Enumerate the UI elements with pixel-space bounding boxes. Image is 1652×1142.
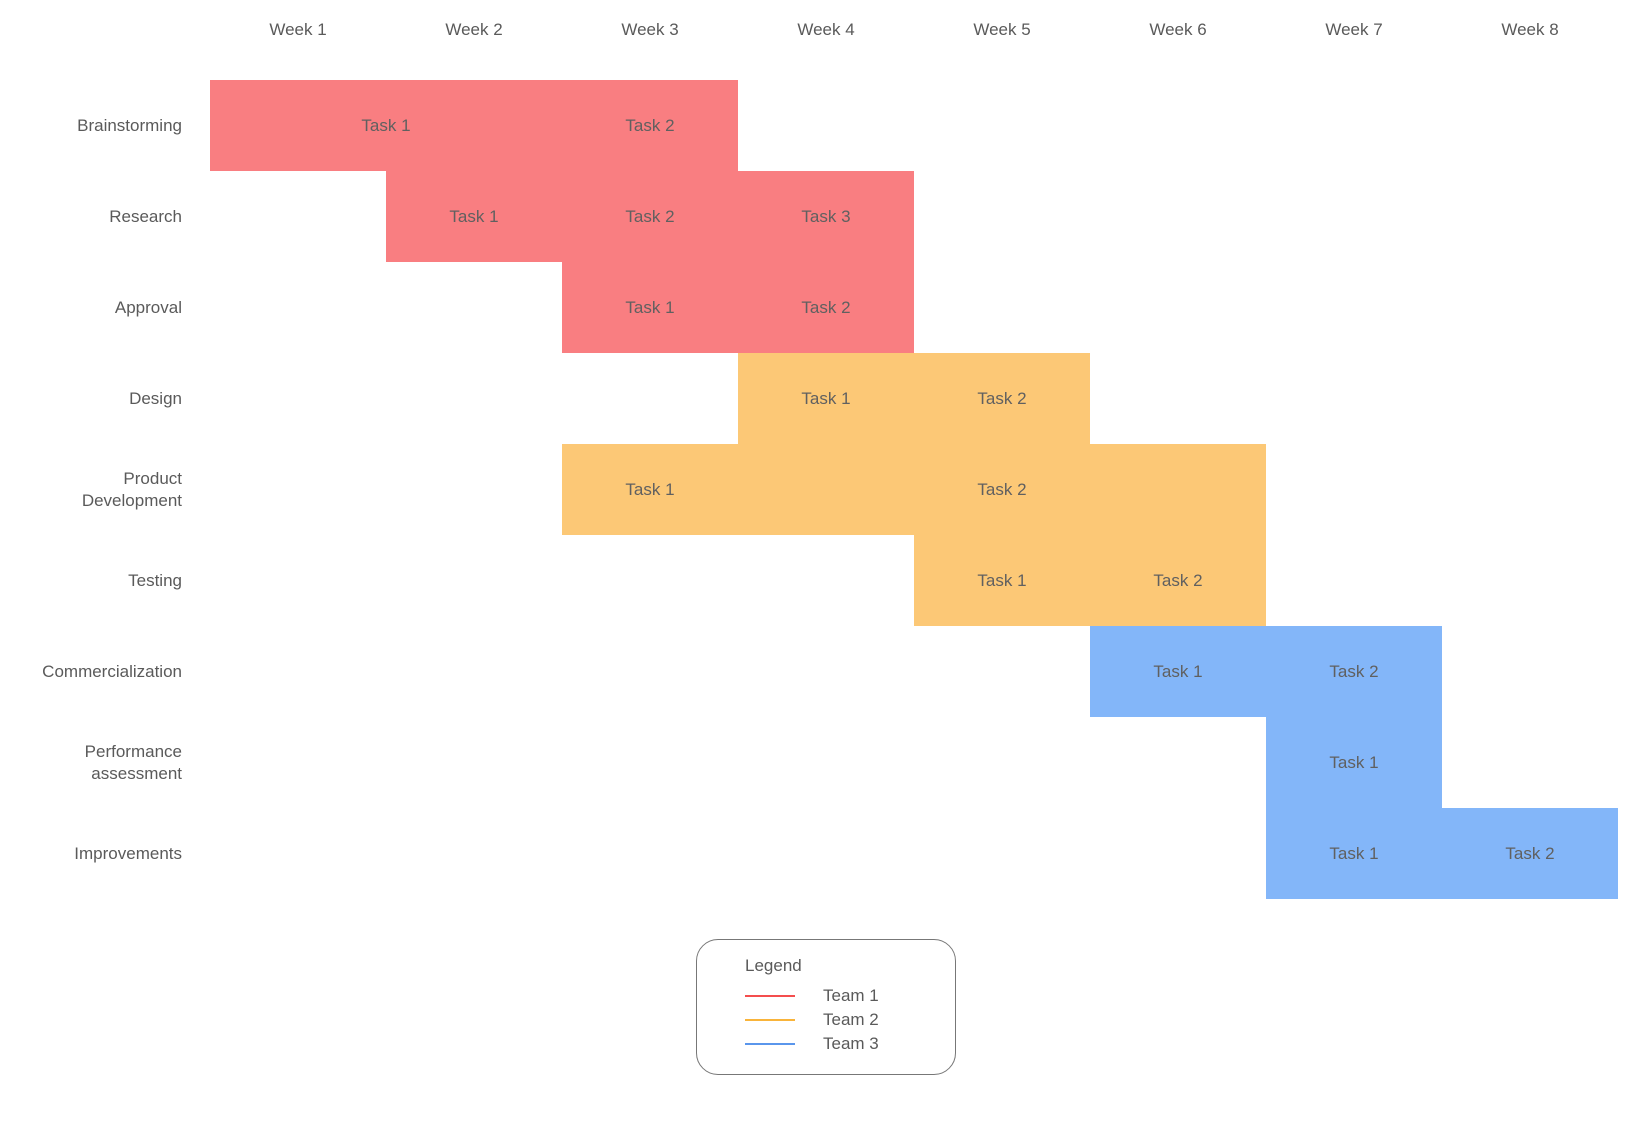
week-header: Week 4	[738, 20, 914, 40]
task-bar: Task 2	[738, 444, 1266, 535]
gantt-row: Performance assessment Task 1	[20, 717, 1632, 808]
row-track: Task 1Task 2	[210, 262, 1632, 353]
row-label: Improvements	[20, 843, 210, 864]
task-bar: Task 1	[386, 171, 562, 262]
gantt-row: CommercializationTask 1Task 2	[20, 626, 1632, 717]
row-track: Task 1Task 2Task 3	[210, 171, 1632, 262]
row-label: Brainstorming	[20, 115, 210, 136]
task-bar: Task 1	[738, 353, 914, 444]
week-header: Week 7	[1266, 20, 1442, 40]
row-track: Task 1Task 2	[210, 353, 1632, 444]
task-bar: Task 1	[1090, 626, 1266, 717]
task-bar: Task 1	[914, 535, 1090, 626]
task-bar: Task 3	[738, 171, 914, 262]
week-header: Week 5	[914, 20, 1090, 40]
gantt-rows: BrainstormingTask 1Task 2ResearchTask 1T…	[20, 80, 1632, 899]
task-bar: Task 1	[210, 80, 562, 171]
task-bar: Task 2	[1442, 808, 1618, 899]
week-header: Week 6	[1090, 20, 1266, 40]
legend-title: Legend	[745, 956, 931, 976]
gantt-row: ApprovalTask 1Task 2	[20, 262, 1632, 353]
gantt-row: ImprovementsTask 1Task 2	[20, 808, 1632, 899]
legend-item: Team 1	[721, 986, 931, 1006]
week-header: Week 2	[386, 20, 562, 40]
legend-line-icon	[745, 995, 795, 997]
task-bar: Task 2	[562, 171, 738, 262]
row-label: Commercialization	[20, 661, 210, 682]
gantt-row: Product DevelopmentTask 1Task 2	[20, 444, 1632, 535]
legend-item: Team 2	[721, 1010, 931, 1030]
gantt-row: TestingTask 1Task 2	[20, 535, 1632, 626]
task-bar: Task 1	[562, 262, 738, 353]
legend-label: Team 1	[823, 986, 879, 1006]
gantt-row: DesignTask 1Task 2	[20, 353, 1632, 444]
row-track: Task 1Task 2	[210, 444, 1632, 535]
row-label: Performance assessment	[20, 741, 210, 784]
gantt-chart: Week 1Week 2Week 3Week 4Week 5Week 6Week…	[20, 20, 1632, 1075]
gantt-row: BrainstormingTask 1Task 2	[20, 80, 1632, 171]
legend-label: Team 2	[823, 1010, 879, 1030]
task-bar: Task 1	[1266, 717, 1442, 808]
week-header-row: Week 1Week 2Week 3Week 4Week 5Week 6Week…	[210, 20, 1632, 40]
week-header: Week 8	[1442, 20, 1618, 40]
legend-line-icon	[745, 1043, 795, 1045]
gantt-row: ResearchTask 1Task 2Task 3	[20, 171, 1632, 262]
task-bar: Task 2	[738, 262, 914, 353]
row-label: Product Development	[20, 468, 210, 511]
task-bar: Task 1	[562, 444, 738, 535]
task-bar: Task 2	[562, 80, 738, 171]
row-track: Task 1Task 2	[210, 808, 1632, 899]
week-header: Week 1	[210, 20, 386, 40]
row-label: Research	[20, 206, 210, 227]
task-bar: Task 1	[1266, 808, 1442, 899]
week-header: Week 3	[562, 20, 738, 40]
row-label: Approval	[20, 297, 210, 318]
task-bar: Task 2	[914, 353, 1090, 444]
legend-label: Team 3	[823, 1034, 879, 1054]
legend-item: Team 3	[721, 1034, 931, 1054]
legend-line-icon	[745, 1019, 795, 1021]
legend: Legend Team 1 Team 2 Team 3	[696, 939, 956, 1075]
task-bar: Task 2	[1266, 626, 1442, 717]
row-track: Task 1Task 2	[210, 626, 1632, 717]
row-track: Task 1	[210, 717, 1632, 808]
row-label: Testing	[20, 570, 210, 591]
task-bar: Task 2	[1090, 535, 1266, 626]
row-track: Task 1Task 2	[210, 535, 1632, 626]
row-label: Design	[20, 388, 210, 409]
row-track: Task 1Task 2	[210, 80, 1632, 171]
